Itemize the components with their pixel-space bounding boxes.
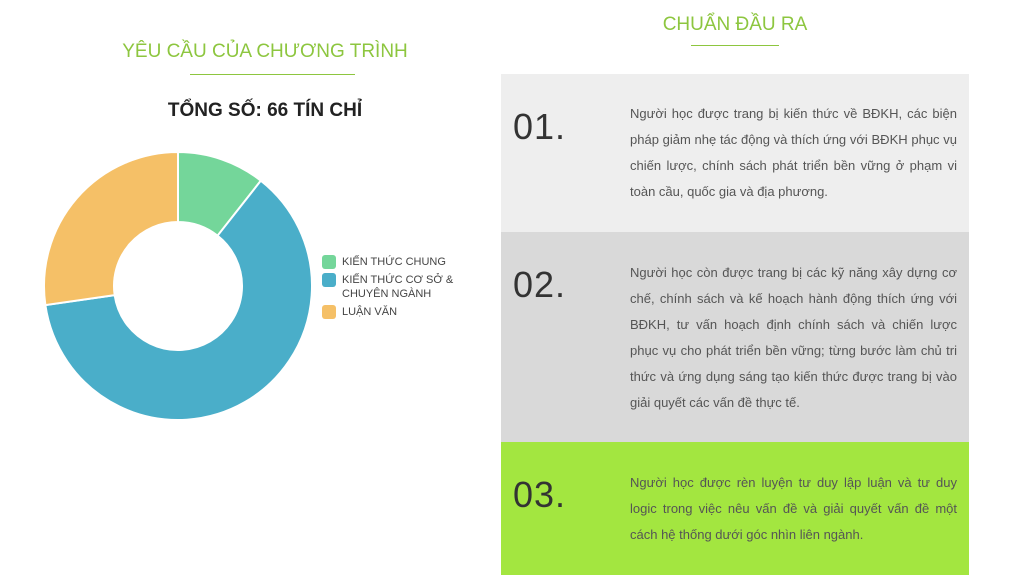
learning-outcomes-title: CHUẨN ĐẦU RA bbox=[662, 14, 808, 35]
outcome-box-3: 03. Người học được rèn luyện tư duy lập … bbox=[501, 442, 969, 575]
donut-slice-2[interactable] bbox=[43, 150, 179, 307]
credits-donut-chart bbox=[43, 150, 313, 421]
legend-item-major[interactable]: KIẾN THỨC CƠ SỞ & CHUYÊN NGÀNH bbox=[322, 273, 462, 301]
outcome-box-1: 01. Người học được trang bị kiến thức về… bbox=[501, 74, 969, 232]
outcome-number: 01. bbox=[513, 106, 567, 147]
outcome-number: 02. bbox=[513, 264, 567, 305]
legend-item-general[interactable]: KIẾN THỨC CHUNG bbox=[322, 255, 462, 269]
program-requirements-title: YÊU CẦU CỦA CHƯƠNG TRÌNH bbox=[122, 41, 408, 62]
outcome-text: Người học được rèn luyện tư duy lập luận… bbox=[630, 475, 957, 542]
donut-slice-1[interactable] bbox=[44, 179, 313, 421]
legend-label: KIẾN THỨC CƠ SỞ & CHUYÊN NGÀNH bbox=[342, 274, 454, 300]
legend-label: LUẬN VĂN bbox=[342, 306, 398, 318]
chart-legend: KIẾN THỨC CHUNG KIẾN THỨC CƠ SỞ & CHUYÊN… bbox=[322, 255, 462, 323]
program-requirements-underline bbox=[190, 74, 355, 75]
legend-label: KIẾN THỨC CHUNG bbox=[342, 256, 446, 268]
total-credits: TỔNG SỐ: 66 TÍN CHỈ bbox=[167, 100, 363, 121]
legend-swatch bbox=[322, 305, 336, 319]
legend-swatch bbox=[322, 273, 336, 287]
outcome-text: Người học còn được trang bị các kỹ năng … bbox=[630, 265, 957, 410]
outcome-box-2: 02. Người học còn được trang bị các kỹ n… bbox=[501, 232, 969, 442]
legend-swatch bbox=[322, 255, 336, 269]
outcome-text: Người học được trang bị kiến thức về BĐK… bbox=[630, 106, 957, 199]
legend-item-thesis[interactable]: LUẬN VĂN bbox=[322, 305, 462, 319]
program-requirements-section: YÊU CẦU CỦA CHƯƠNG TRÌNH TỔNG SỐ: 66 TÍN… bbox=[0, 0, 500, 587]
outcome-number: 03. bbox=[513, 474, 567, 515]
learning-outcomes-underline bbox=[691, 45, 779, 46]
